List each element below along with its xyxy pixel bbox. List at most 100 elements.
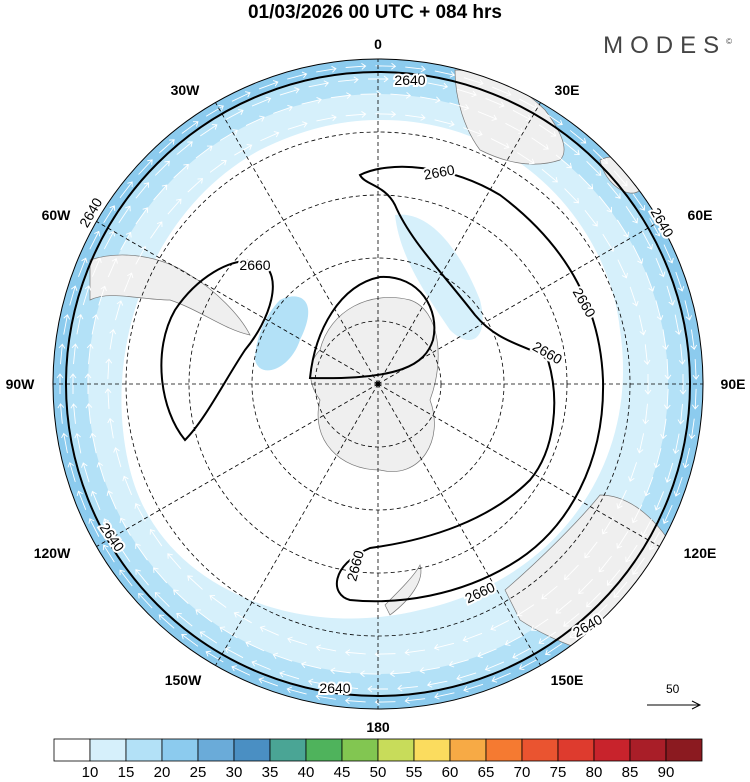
wind-arrow <box>504 634 524 646</box>
wind-arrow <box>89 432 97 454</box>
wind-arrow <box>390 91 412 99</box>
colorbar-swatch <box>485 738 523 762</box>
wind-arrow <box>187 575 203 590</box>
wind-arrow <box>105 358 113 380</box>
colorbar-label: 50 <box>369 764 387 781</box>
wind-arrow <box>181 121 199 134</box>
wind-arrow <box>653 448 662 469</box>
wind-arrow <box>672 433 680 455</box>
lon-label-30e: 30E <box>554 82 580 98</box>
colorbar-swatch <box>197 738 235 762</box>
wind-arrow <box>607 182 621 199</box>
wind-arrow <box>555 154 573 169</box>
wind-arrow <box>427 82 449 90</box>
wind-arrow <box>564 564 579 580</box>
wind-arrow <box>684 300 693 321</box>
wind-arrow <box>63 314 71 335</box>
wind-arrow <box>690 329 698 351</box>
wind-arrow <box>631 504 643 524</box>
logo-mark: © <box>726 37 732 46</box>
lon-label-60e: 60E <box>687 207 713 223</box>
wind-arrow <box>134 503 146 522</box>
map-title: 01/03/2026 00 UTC + 084 hrs <box>247 2 503 23</box>
wind-arrow <box>692 359 700 380</box>
wind-arrow <box>104 388 112 409</box>
colorbar-label: 45 <box>333 764 351 781</box>
wind-arrow <box>251 660 271 671</box>
wind-arrow <box>138 159 153 175</box>
colorbar-label: 55 <box>405 764 423 781</box>
wind-arrow <box>119 517 131 536</box>
wind-arrow <box>616 530 629 549</box>
wind-arrow <box>642 403 650 425</box>
wind-arrow <box>375 110 397 118</box>
wind-arrow <box>662 504 673 525</box>
meridian-line <box>377 383 660 547</box>
wind-arrow <box>315 693 336 701</box>
wind-arrow <box>150 221 163 239</box>
wind-arrow <box>90 490 101 511</box>
wind-arrow <box>96 461 106 482</box>
wind-arrow <box>490 138 510 149</box>
wind-arrow <box>518 659 538 671</box>
lon-label-90w: 90W <box>5 376 35 392</box>
wind-arrow <box>107 417 114 439</box>
wind-arrow <box>463 77 484 86</box>
colorbar-swatch <box>629 738 667 762</box>
contour-label: 2660 <box>239 257 270 273</box>
wind-arrow <box>115 300 124 321</box>
wind-arrow <box>586 160 602 176</box>
wind-arrow <box>538 124 557 137</box>
wind-arrow <box>85 403 93 424</box>
wind-arrow <box>344 697 366 705</box>
wind-arrow <box>641 518 653 538</box>
wind-arrow <box>258 677 279 687</box>
colorbar-swatch <box>377 738 415 762</box>
wind-arrow <box>598 195 613 213</box>
wind-arrow <box>477 648 497 659</box>
wind-arrow <box>58 343 66 365</box>
wind-arrow <box>490 619 510 631</box>
wind-arrow <box>149 529 163 547</box>
wind-arrow <box>71 343 79 365</box>
colorbar-label: 30 <box>225 764 243 781</box>
lon-label-120e: 120E <box>683 545 717 561</box>
wind-arrow <box>118 205 131 224</box>
wind-arrow <box>666 285 675 306</box>
wind-arrow <box>89 230 101 250</box>
wind-arrow <box>462 632 483 643</box>
colorbar-label: 80 <box>585 764 603 781</box>
wind-arrow <box>628 462 638 482</box>
wind-arrow <box>167 198 182 215</box>
wind-arrow <box>456 88 477 98</box>
wind-patch <box>255 296 309 371</box>
meridian-line <box>215 383 379 666</box>
wind-arrow <box>404 697 426 704</box>
wind-arrow <box>118 544 131 563</box>
colorbar-label: 10 <box>81 764 99 781</box>
colorbar <box>53 738 703 762</box>
wind-arrow <box>491 672 511 683</box>
wind-arrow <box>682 448 691 469</box>
wind-arrow <box>173 163 189 179</box>
wind-arrow <box>643 344 651 365</box>
wind-arrow <box>119 181 133 199</box>
colorbar-swatch <box>269 738 307 762</box>
wind-arrow <box>655 257 666 278</box>
lon-label-150e: 150E <box>550 672 584 688</box>
colorbar-swatch <box>593 738 631 762</box>
colorbar-label: 60 <box>441 764 459 781</box>
wind-arrow <box>123 272 134 292</box>
wind-arrow <box>113 447 122 468</box>
meridian-line <box>96 221 379 385</box>
wind-arrow <box>209 160 227 173</box>
wind-arrow <box>259 625 279 636</box>
wind-arrow <box>613 581 628 598</box>
wind-arrow <box>154 160 170 176</box>
wind-arrow <box>107 258 118 278</box>
wind-arrow <box>426 680 448 688</box>
wind-arrow <box>592 604 608 619</box>
wind-arrow <box>224 647 244 659</box>
wind-arrow <box>397 684 418 692</box>
wind-arrow <box>205 105 224 117</box>
